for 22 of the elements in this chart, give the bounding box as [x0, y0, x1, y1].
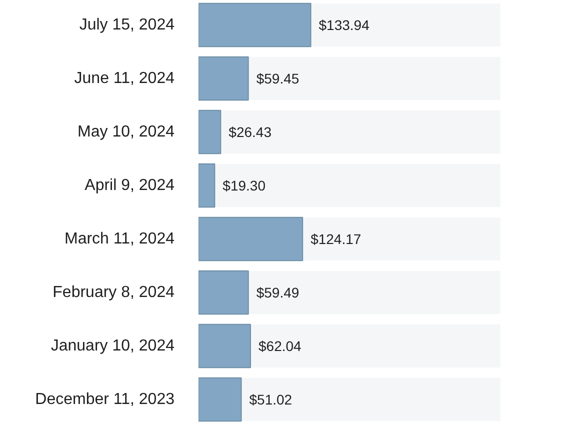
bar: [198, 270, 249, 315]
data-label: $124.17: [310, 231, 362, 247]
y-tick-label: June 11, 2024: [74, 70, 175, 87]
bar: [198, 163, 216, 208]
y-tick-label: February 8, 2024: [52, 284, 175, 301]
data-label: $51.02: [249, 392, 292, 408]
data-label: $59.49: [256, 284, 300, 300]
data-label: $26.43: [228, 124, 272, 140]
data-label: $59.45: [256, 70, 300, 86]
data-label: $19.30: [222, 178, 266, 194]
bar: [198, 56, 249, 101]
data-label: $62.04: [258, 338, 302, 354]
y-tick-label: December 11, 2023: [35, 391, 175, 408]
bar: [198, 324, 251, 368]
y-tick-label: March 11, 2024: [64, 230, 175, 248]
y-tick-label: April 9, 2024: [84, 177, 175, 194]
bar: [198, 377, 242, 422]
y-tick-label: January 10, 2024: [50, 338, 175, 354]
y-tick-label: May 10, 2024: [78, 124, 175, 140]
bar: [198, 110, 222, 154]
y-tick-label: July 15, 2024: [79, 16, 175, 34]
data-label: $133.94: [318, 17, 370, 33]
